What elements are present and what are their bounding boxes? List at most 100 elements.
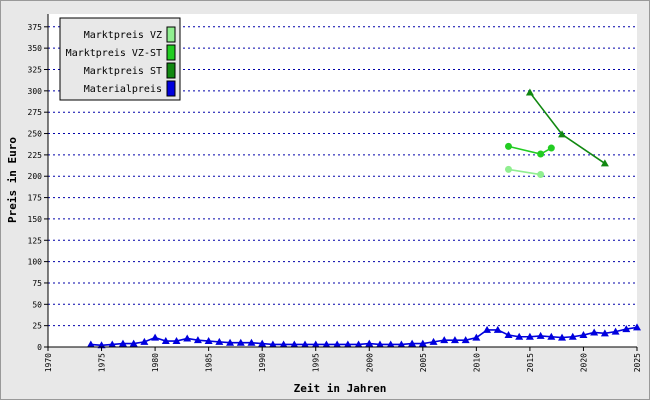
- point: [193, 336, 202, 344]
- point: [226, 338, 235, 346]
- series-line: [90, 326, 638, 347]
- point: [558, 333, 567, 341]
- point: [408, 339, 417, 347]
- point: [86, 340, 95, 348]
- legend-label: Marktpreis VZ: [84, 30, 162, 41]
- point: [536, 331, 545, 339]
- point: [525, 88, 534, 96]
- point: [558, 130, 567, 138]
- y-tick-label: 225: [28, 151, 43, 160]
- point: [268, 340, 277, 348]
- point: [301, 340, 310, 348]
- y-tick-label: 50: [32, 300, 42, 309]
- point: [483, 325, 492, 333]
- legend-swatch: [166, 44, 176, 61]
- point: [450, 336, 459, 344]
- y-tick-label: 125: [28, 236, 43, 245]
- y-tick-label: 100: [28, 258, 43, 267]
- point: [343, 340, 352, 348]
- y-tick-label: 350: [28, 44, 43, 53]
- y-tick-label: 25: [32, 322, 42, 331]
- point: [204, 337, 213, 345]
- x-tick-label: 1990: [258, 353, 267, 372]
- y-tick-label: 325: [28, 66, 43, 75]
- x-axis-label: Zeit in Jahren: [294, 382, 387, 395]
- point: [472, 333, 481, 341]
- point: [108, 340, 117, 348]
- x-tick-label: 2020: [579, 353, 588, 372]
- x-tick-label: 1995: [312, 353, 321, 372]
- legend-label: Marktpreis VZ-ST: [66, 48, 162, 59]
- legend-swatch: [166, 80, 176, 97]
- point: [525, 332, 534, 340]
- legend-label: Materialpreis: [84, 84, 162, 95]
- point: [440, 336, 449, 344]
- point: [493, 325, 502, 333]
- series-line: [508, 168, 541, 176]
- point: [504, 142, 512, 150]
- y-tick-label: 175: [28, 194, 43, 203]
- y-tick-label: 375: [28, 23, 43, 32]
- point: [258, 339, 267, 347]
- point: [429, 337, 438, 345]
- point: [354, 340, 363, 348]
- point: [590, 328, 599, 336]
- point: [183, 334, 192, 342]
- x-tick-label: 1970: [44, 353, 53, 372]
- point: [611, 327, 620, 335]
- y-tick-label: 200: [28, 172, 43, 181]
- x-tick-label: 2015: [526, 353, 535, 372]
- point: [600, 329, 609, 337]
- point: [504, 331, 513, 339]
- x-tick-label: 2025: [633, 353, 642, 372]
- point: [322, 340, 331, 348]
- legend-swatch: [166, 26, 176, 43]
- point: [129, 339, 138, 347]
- point: [386, 340, 395, 348]
- point: [461, 336, 470, 344]
- y-axis-label: Preis in Euro: [6, 137, 19, 223]
- point: [215, 337, 224, 345]
- x-tick-label: 2000: [365, 353, 374, 372]
- point: [140, 337, 149, 345]
- point: [579, 331, 588, 339]
- x-tick-label: 2010: [472, 353, 481, 372]
- point: [633, 323, 641, 331]
- legend-swatch: [166, 62, 176, 79]
- point: [504, 165, 512, 173]
- y-tick-label: 300: [28, 87, 43, 96]
- y-tick-label: 0: [37, 343, 42, 352]
- point: [279, 340, 288, 348]
- point: [600, 159, 609, 167]
- y-tick-label: 150: [28, 215, 43, 224]
- point: [537, 171, 545, 179]
- point: [397, 340, 406, 348]
- point: [236, 338, 245, 346]
- point: [333, 340, 342, 348]
- x-tick-label: 1975: [98, 353, 107, 372]
- x-tick-label: 2005: [419, 353, 428, 372]
- point: [311, 340, 320, 348]
- point: [515, 332, 524, 340]
- point: [622, 325, 631, 333]
- point: [537, 150, 545, 158]
- point: [151, 333, 160, 341]
- point: [161, 337, 170, 345]
- point: [547, 144, 555, 152]
- x-tick-label: 1985: [205, 353, 214, 372]
- point: [547, 332, 556, 340]
- point: [247, 338, 256, 346]
- point: [290, 340, 299, 348]
- legend: Marktpreis VZ Marktpreis VZ-ST Marktpreis …: [59, 17, 181, 101]
- marks: [86, 88, 641, 349]
- y-tick-label: 250: [28, 130, 43, 139]
- y-tick-label: 275: [28, 108, 43, 117]
- point: [365, 339, 374, 347]
- y-tick-label: 75: [32, 279, 42, 288]
- point: [172, 337, 181, 345]
- point: [118, 339, 127, 347]
- point: [375, 340, 384, 348]
- point: [568, 332, 577, 340]
- x-tick-label: 1980: [151, 353, 160, 372]
